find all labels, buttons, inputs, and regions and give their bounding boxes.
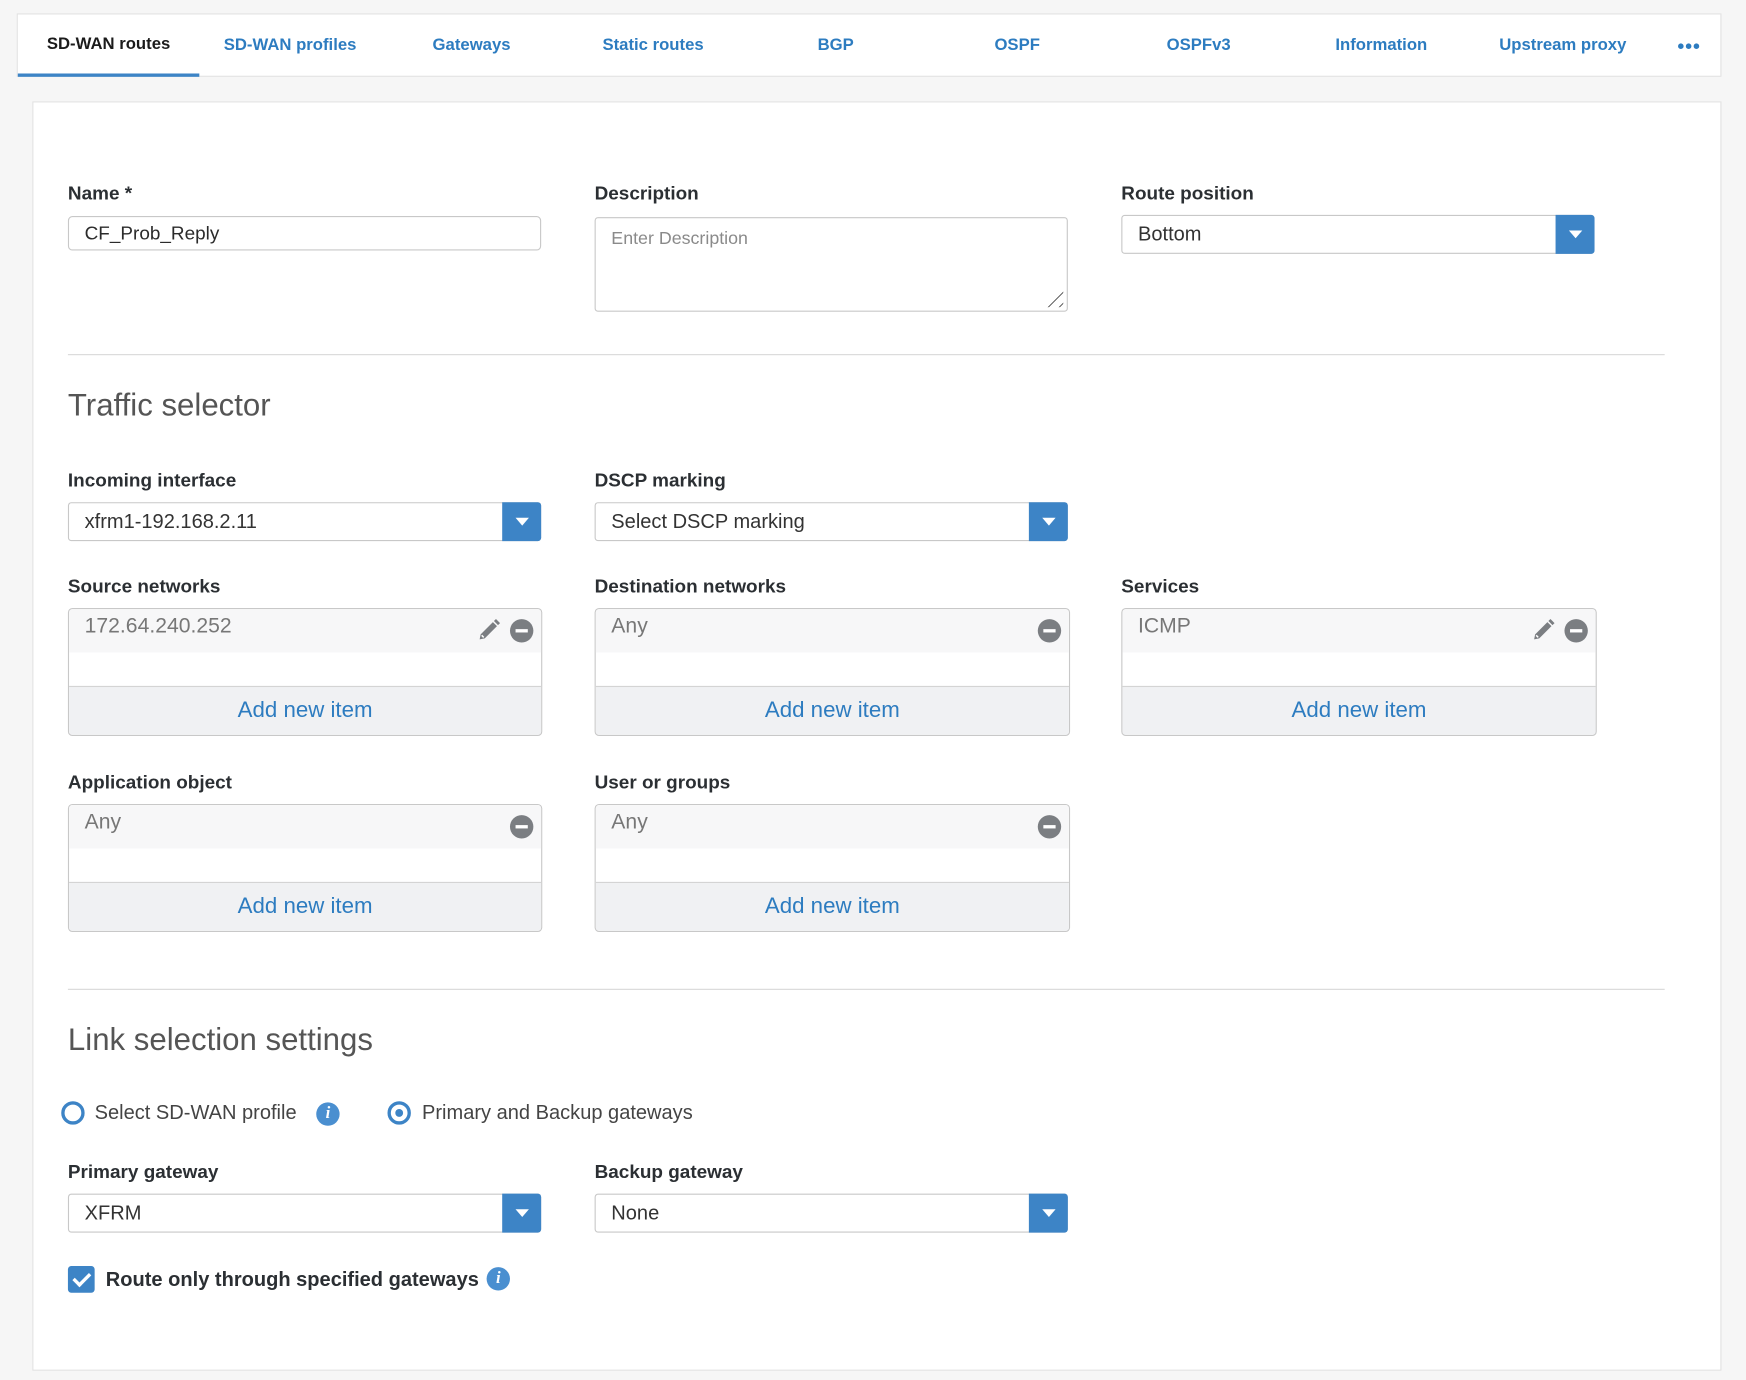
chevron-down-icon[interactable] — [502, 1193, 542, 1233]
remove-icon[interactable] — [509, 619, 534, 643]
add-new-item-button[interactable]: Add new item — [69, 881, 542, 931]
info-icon[interactable]: i — [316, 1102, 340, 1126]
application-object-list: Any Add new item — [67, 803, 543, 932]
pencil-icon[interactable] — [477, 618, 501, 642]
incoming-interface-label: Incoming interface — [67, 469, 237, 492]
traffic-selector-heading: Traffic selector — [67, 387, 271, 423]
add-new-item-button[interactable]: Add new item — [595, 685, 1069, 735]
list-item-text: ICMP — [1137, 614, 1191, 639]
form-panel — [32, 101, 1722, 1371]
list-item-text: Any — [611, 810, 648, 835]
primary-backup-gateways-label[interactable]: Primary and Backup gateways — [422, 1101, 693, 1124]
list-item: Any — [595, 805, 1069, 849]
incoming-interface-value: xfrm1-192.168.2.11 — [84, 509, 257, 533]
tab-ospfv3[interactable]: OSPFv3 — [1166, 35, 1231, 55]
name-input[interactable]: CF_Prob_Reply — [67, 216, 542, 251]
route-position-value: Bottom — [1137, 222, 1202, 245]
tab-information[interactable]: Information — [1335, 35, 1428, 55]
description-placeholder: Enter Description — [611, 229, 748, 249]
remove-icon[interactable] — [1564, 619, 1588, 643]
chevron-down-icon[interactable] — [1028, 502, 1068, 542]
add-new-item-button[interactable]: Add new item — [595, 881, 1069, 931]
add-new-item-button[interactable]: Add new item — [1122, 685, 1596, 735]
tab-sd-wan-routes[interactable]: SD-WAN routes — [17, 14, 200, 77]
user-or-groups-list: Any Add new item — [594, 803, 1071, 932]
tab-static-routes[interactable]: Static routes — [602, 35, 704, 55]
route-only-checkbox[interactable] — [67, 1266, 95, 1293]
backup-gateway-select[interactable]: None — [594, 1193, 1068, 1233]
tab-bgp[interactable]: BGP — [817, 35, 854, 55]
list-item: ICMP — [1122, 609, 1596, 653]
primary-gateway-value: XFRM — [84, 1201, 142, 1224]
backup-gateway-value: None — [611, 1201, 660, 1224]
list-item: Any — [69, 805, 542, 849]
dscp-marking-select[interactable]: Select DSCP marking — [594, 502, 1068, 542]
list-item-text: Any — [611, 614, 648, 639]
services-list: ICMP Add new item — [1121, 607, 1597, 737]
primary-gateway-label: Primary gateway — [67, 1161, 219, 1183]
destination-networks-list: Any Add new item — [594, 607, 1071, 737]
dscp-marking-label: DSCP marking — [594, 469, 726, 492]
description-label: Description — [594, 182, 699, 204]
primary-backup-gateways-radio[interactable] — [387, 1101, 411, 1125]
info-icon[interactable]: i — [486, 1267, 510, 1291]
divider — [67, 988, 1665, 990]
route-position-select[interactable]: Bottom — [1121, 214, 1595, 254]
tab-ospf[interactable]: OSPF — [994, 35, 1040, 55]
primary-gateway-select[interactable]: XFRM — [67, 1193, 542, 1233]
dscp-marking-value: Select DSCP marking — [611, 509, 805, 533]
backup-gateway-label: Backup gateway — [594, 1161, 743, 1183]
tab-upstream-proxy[interactable]: Upstream proxy — [1499, 35, 1627, 55]
list-item: 172.64.240.252 — [69, 609, 542, 653]
tab-bar: SD-WAN routes SD-WAN profiles Gateways S… — [16, 13, 1722, 77]
description-textarea[interactable]: Enter Description — [594, 217, 1068, 312]
list-item-text: Any — [84, 810, 122, 835]
destination-networks-label: Destination networks — [594, 575, 787, 597]
services-label: Services — [1121, 575, 1200, 597]
list-item-text: 172.64.240.252 — [84, 614, 232, 639]
remove-icon[interactable] — [1037, 815, 1062, 839]
source-networks-list: 172.64.240.252 Add new item — [67, 607, 543, 737]
chevron-down-icon[interactable] — [1555, 214, 1595, 254]
add-new-item-button[interactable]: Add new item — [69, 685, 542, 735]
tab-sd-wan-profiles[interactable]: SD-WAN profiles — [223, 35, 357, 55]
user-or-groups-label: User or groups — [594, 771, 731, 793]
name-label: Name * — [67, 182, 133, 204]
tab-gateways[interactable]: Gateways — [432, 35, 511, 55]
remove-icon[interactable] — [509, 815, 534, 839]
incoming-interface-select[interactable]: xfrm1-192.168.2.11 — [67, 502, 542, 542]
divider — [67, 354, 1665, 356]
chevron-down-icon[interactable] — [502, 502, 542, 542]
remove-icon[interactable] — [1037, 619, 1062, 643]
route-position-label: Route position — [1121, 182, 1254, 204]
link-selection-heading: Link selection settings — [67, 1022, 373, 1057]
resize-handle-icon[interactable] — [1041, 285, 1064, 308]
route-only-label[interactable]: Route only through specified gateways — [105, 1268, 479, 1291]
select-sd-wan-profile-radio[interactable] — [61, 1101, 85, 1125]
list-item: Any — [595, 609, 1069, 653]
ellipsis-icon[interactable] — [1666, 14, 1711, 76]
select-sd-wan-profile-label[interactable]: Select SD-WAN profile — [94, 1101, 297, 1124]
pencil-icon[interactable] — [1531, 618, 1555, 642]
source-networks-label: Source networks — [67, 575, 221, 597]
application-object-label: Application object — [67, 771, 232, 793]
chevron-down-icon[interactable] — [1028, 1193, 1068, 1233]
